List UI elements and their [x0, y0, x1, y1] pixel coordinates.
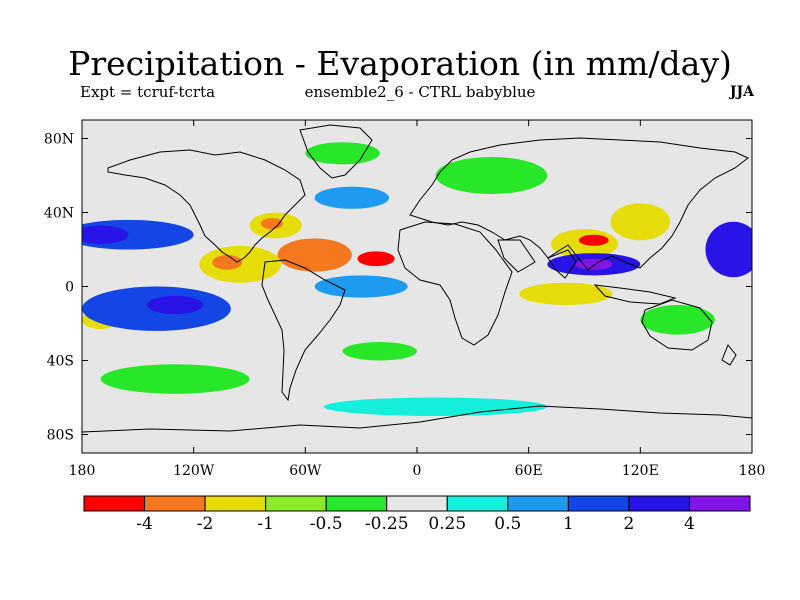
colorbar-swatch: [507, 495, 569, 512]
region-south-atlantic-dry: [342, 342, 417, 361]
plot-title: Precipitation - Evaporation (in mm/day): [68, 44, 732, 83]
region-north-atlantic-wet: [314, 186, 390, 209]
region-us-southeast-core: [260, 218, 284, 230]
region-eurasia-dry: [435, 157, 548, 194]
region-southern-ocean-wet: [323, 397, 548, 416]
region-atlantic-tropical-wet: [314, 275, 408, 298]
coastlines: [82, 124, 752, 433]
colorbar-swatch: [144, 495, 206, 512]
colorbar-swatch: [204, 495, 267, 512]
colorbar-label: -0.5: [310, 514, 343, 534]
colorbar-swatch: [688, 495, 751, 512]
region-south-pacific-dry: [100, 364, 250, 394]
x-tick-label: 120W: [173, 463, 215, 479]
region-south-asia-core: [578, 234, 609, 246]
coastline-eurasia: [409, 137, 749, 271]
coastline-africa: [397, 221, 513, 346]
y-tick-label: 40S: [47, 354, 74, 370]
coastline-indonesia: [593, 284, 677, 305]
region-east-pacific-south-core: [147, 295, 203, 315]
y-tick-label: 80N: [44, 132, 74, 148]
colorbar-label: -4: [136, 514, 153, 534]
coastline-india: [547, 249, 577, 279]
x-tick-label: 180: [739, 463, 766, 479]
y-tick-label: 0: [65, 280, 74, 296]
x-tick-label: 0: [413, 463, 422, 479]
coastline-south-america: [261, 259, 346, 402]
coastline-north-america: [107, 149, 306, 263]
region-indian-ocean-dry: [519, 282, 613, 305]
map-background: [82, 120, 752, 453]
coastline-new-zealand: [721, 344, 737, 366]
colorbar-label: 1: [563, 514, 574, 534]
region-west-pacific-dry: [640, 305, 715, 335]
colorbar-label: -1: [257, 514, 274, 534]
region-mexico-caribbean-core: [212, 255, 243, 270]
x-tick-label: 60W: [289, 463, 322, 479]
colorbar-swatch: [83, 495, 146, 512]
x-tick-label: 60E: [515, 463, 543, 479]
coastline-arabia: [497, 239, 536, 273]
colorbar-swatch: [386, 495, 448, 512]
colorbar-label: 0.25: [428, 514, 466, 534]
colorbar-swatch: [446, 495, 509, 512]
region-east-asia-dry: [610, 203, 671, 241]
region-west-pacific-wet: [705, 221, 752, 278]
colorbar-swatch: [265, 495, 327, 512]
colorbar-label: -2: [197, 514, 214, 534]
colorbar-swatch: [567, 495, 630, 512]
experiment-label: Expt = tcruf-tcrta: [80, 83, 216, 101]
region-north-atlantic-subtropical-dry: [277, 238, 352, 272]
colorbar-label: 0.5: [494, 514, 521, 534]
season-label: JJA: [729, 84, 754, 100]
map-axes: 180 120W 60W 0 60E 120E 180 80N 40N 0 40S 80S: [44, 120, 765, 479]
y-tick-label: 40N: [44, 206, 74, 222]
colorbar-swatch: [325, 495, 388, 512]
x-tick-label: 120E: [622, 463, 659, 479]
region-indian-ocean-north-core: [575, 258, 613, 270]
coastline-australia: [641, 299, 713, 351]
colorbar-swatch: [628, 495, 690, 512]
y-tick-label: 80S: [47, 428, 74, 444]
region-north-atlantic-subtropical-core: [357, 251, 395, 267]
coastline-greenland: [299, 124, 373, 179]
colorbar-label: -0.25: [365, 514, 409, 534]
region-north-pacific-wet-core: [82, 225, 129, 244]
colorbar-label: 4: [684, 514, 695, 534]
colorbar: -4 -2 -1 -0.5 -0.25 0.25 0.5 1 2 4: [83, 495, 751, 534]
coastline-antarctica: [82, 405, 752, 433]
colorbar-label: 2: [623, 514, 634, 534]
x-tick-label: 180: [69, 463, 96, 479]
ensemble-label: ensemble2_6 - CTRL babyblue: [304, 83, 536, 101]
